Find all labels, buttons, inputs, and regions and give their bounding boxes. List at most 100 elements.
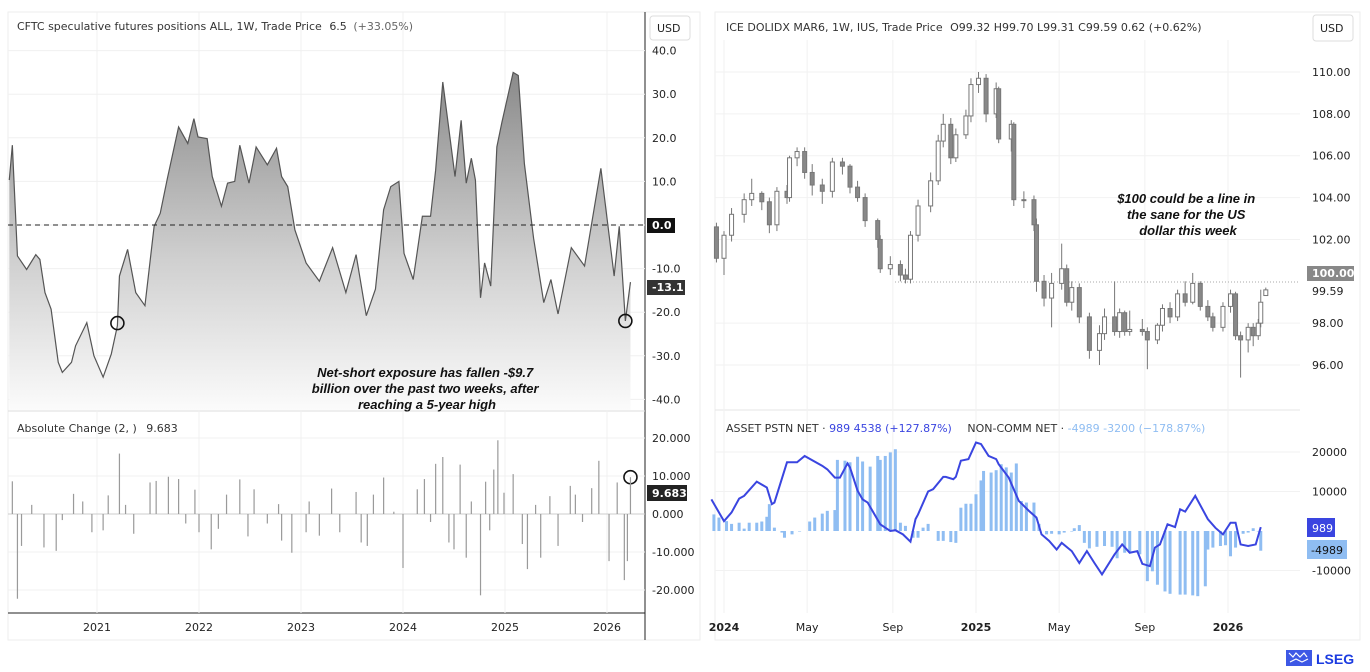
x-tick-label: Sep bbox=[1134, 621, 1155, 634]
abs-change-bar bbox=[448, 514, 450, 543]
abs-change-bar bbox=[118, 453, 121, 514]
noncomm-bar bbox=[856, 456, 860, 531]
candle-body bbox=[1205, 305, 1211, 318]
candle-body bbox=[935, 140, 941, 182]
candle-body bbox=[1258, 301, 1264, 324]
noncomm-bar bbox=[772, 527, 776, 531]
y-tick-label: 20.0 bbox=[652, 132, 677, 145]
y-tick-label: 40.0 bbox=[652, 45, 677, 58]
abs-change-bar bbox=[291, 514, 293, 553]
zero-price-label: 0.0 bbox=[647, 218, 675, 233]
abs-change-bar bbox=[253, 489, 255, 514]
candle-body bbox=[907, 234, 913, 280]
abs-change-bars bbox=[11, 440, 632, 599]
noncomm-bar bbox=[999, 464, 1003, 531]
svg-text:9.683: 9.683 bbox=[652, 487, 687, 500]
candle-body bbox=[940, 123, 946, 142]
candle-body bbox=[713, 226, 719, 259]
abs-change-bar bbox=[72, 493, 75, 514]
noncomm-bar bbox=[742, 528, 746, 531]
abs-change-bar bbox=[435, 463, 437, 514]
sub-legend: ASSET PSTN NET · 989 4538 (+127.87%) NON… bbox=[726, 422, 1205, 435]
candle-body bbox=[1049, 282, 1055, 299]
noncomm-bar bbox=[1203, 531, 1207, 587]
noncomm-bar bbox=[1050, 531, 1054, 534]
noncomm-bar bbox=[1178, 531, 1182, 595]
candle-body bbox=[983, 77, 989, 115]
x-tick-label: 2025 bbox=[961, 621, 992, 634]
noncomm-bar bbox=[949, 531, 953, 543]
noncomm-bar bbox=[1072, 528, 1076, 531]
y-tick-label: -10.000 bbox=[652, 546, 694, 559]
abs-change-bar bbox=[535, 504, 537, 514]
noncomm-bar bbox=[1087, 531, 1091, 549]
noncomm-bar bbox=[1206, 531, 1210, 550]
candle-body bbox=[1210, 316, 1216, 328]
x-tick-label: 2023 bbox=[287, 621, 315, 634]
abs-change-bar bbox=[521, 514, 523, 545]
noncomm-bar bbox=[782, 531, 786, 538]
y-tick-label: 10.0 bbox=[652, 175, 677, 188]
noncomm-bar bbox=[1251, 528, 1255, 531]
noncomm-bar bbox=[916, 531, 920, 538]
currency-button[interactable]: USD bbox=[649, 15, 691, 41]
noncomm-bar bbox=[1019, 500, 1023, 531]
left-sub-y-axis: 20.000 10.000 0.000 -10.000 -20.000 bbox=[652, 432, 694, 597]
abs-change-bar bbox=[178, 479, 180, 514]
abs-change-bar bbox=[339, 514, 341, 533]
abs-change-bar bbox=[102, 514, 104, 531]
x-tick-label: May bbox=[1048, 621, 1071, 634]
y-tick-label: 10000 bbox=[1312, 486, 1347, 499]
noncomm-bar bbox=[1123, 531, 1127, 553]
noncomm-bar bbox=[1168, 531, 1172, 594]
noncomm-bar bbox=[876, 455, 880, 531]
noncomm-bar bbox=[1163, 531, 1167, 592]
candle-body bbox=[1117, 312, 1123, 333]
noncomm-bar bbox=[1196, 531, 1200, 597]
candle-body bbox=[862, 197, 868, 222]
noncomm-bar bbox=[813, 517, 817, 531]
noncomm-bar bbox=[941, 531, 945, 541]
abs-change-bar bbox=[416, 489, 418, 514]
noncomm-bar bbox=[730, 523, 734, 531]
noncomm-bar bbox=[1191, 531, 1195, 596]
abs-change-bar bbox=[372, 494, 375, 514]
candle-body bbox=[1059, 268, 1065, 284]
noncomm-bar bbox=[1183, 531, 1187, 595]
asset-last-label: 989 bbox=[1307, 518, 1335, 537]
noncomm-bar bbox=[898, 522, 902, 531]
candle-body bbox=[915, 205, 921, 236]
candle-body bbox=[902, 274, 908, 280]
sub-title: Absolute Change (2, ) 9.683 bbox=[17, 422, 178, 435]
abs-change-bar bbox=[277, 504, 280, 514]
abs-change-bar bbox=[360, 514, 362, 543]
y-tick-label: 98.00 bbox=[1312, 317, 1344, 330]
candle-body bbox=[928, 180, 934, 207]
candle-body bbox=[1238, 335, 1244, 341]
noncomm-bar bbox=[969, 503, 973, 531]
abs-change-bar bbox=[429, 514, 432, 522]
candle-body bbox=[829, 161, 835, 192]
noncomm-bar bbox=[765, 516, 769, 531]
x-tick-label: 2025 bbox=[491, 621, 519, 634]
abs-change-bar bbox=[470, 501, 472, 514]
noncomm-bar bbox=[964, 503, 968, 531]
right-currency-button[interactable]: USD bbox=[1312, 14, 1354, 42]
abs-change-bar bbox=[623, 514, 625, 581]
noncomm-bar bbox=[1246, 531, 1250, 533]
abs-change-bar bbox=[465, 514, 467, 558]
y-tick-label: -10000 bbox=[1312, 565, 1351, 578]
abs-change-bar bbox=[318, 514, 320, 536]
abs-change-bar bbox=[31, 504, 33, 514]
abs-change-bar bbox=[210, 514, 212, 550]
abs-change-bar bbox=[598, 460, 600, 514]
abs-change-bar bbox=[591, 488, 593, 514]
sub-last-label: 9.683 bbox=[647, 485, 687, 501]
noncomm-bar bbox=[725, 521, 729, 531]
abs-change-bar bbox=[526, 514, 529, 570]
abs-change-bar bbox=[305, 514, 307, 533]
abs-change-bar bbox=[581, 514, 584, 522]
candle-body bbox=[1190, 282, 1196, 303]
left-annotation: Net-short exposure has fallen -$9.7 bill… bbox=[312, 365, 542, 412]
noncomm-bar bbox=[833, 510, 837, 531]
